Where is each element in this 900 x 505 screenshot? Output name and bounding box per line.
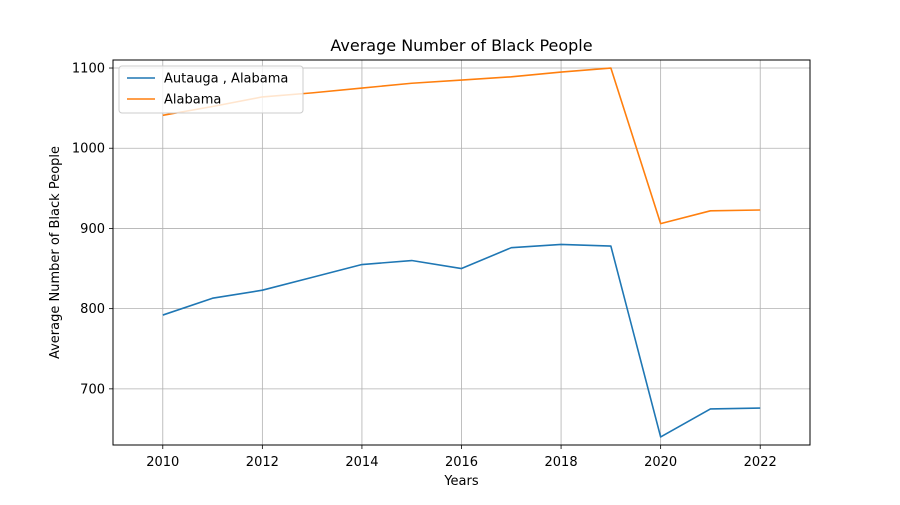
y-tick-label: 1000 <box>72 142 105 157</box>
x-tick-label: 2022 <box>744 455 777 470</box>
x-tick-label: 2010 <box>146 455 179 470</box>
legend-label-1: Alabama <box>164 93 221 108</box>
x-tick-label: 2014 <box>345 455 378 470</box>
x-tick-label: 2012 <box>246 455 279 470</box>
legend-label-0: Autauga , Alabama <box>164 72 288 87</box>
x-tick-label: 2020 <box>644 455 677 470</box>
grid-layer <box>113 60 810 445</box>
y-tick-label: 700 <box>80 382 105 397</box>
y-axis-label: Average Number of Black People <box>48 146 63 359</box>
y-tick-label: 900 <box>80 222 105 237</box>
legend-box <box>118 65 304 114</box>
ticks-layer: 2010 2012 2014 2016 2018 2020 2022 700 800 900 100… <box>72 62 777 470</box>
chart-title: Average Number of Black People <box>330 36 592 55</box>
legend: Autauga , Alabama Alabama <box>118 65 304 114</box>
x-tick-label: 2016 <box>445 455 478 470</box>
y-tick-label: 800 <box>80 302 105 317</box>
series-line-0 <box>162 243 761 438</box>
x-axis-label: Years <box>443 474 479 489</box>
x-tick-label: 2018 <box>545 455 578 470</box>
y-tick-label: 1100 <box>72 62 105 77</box>
